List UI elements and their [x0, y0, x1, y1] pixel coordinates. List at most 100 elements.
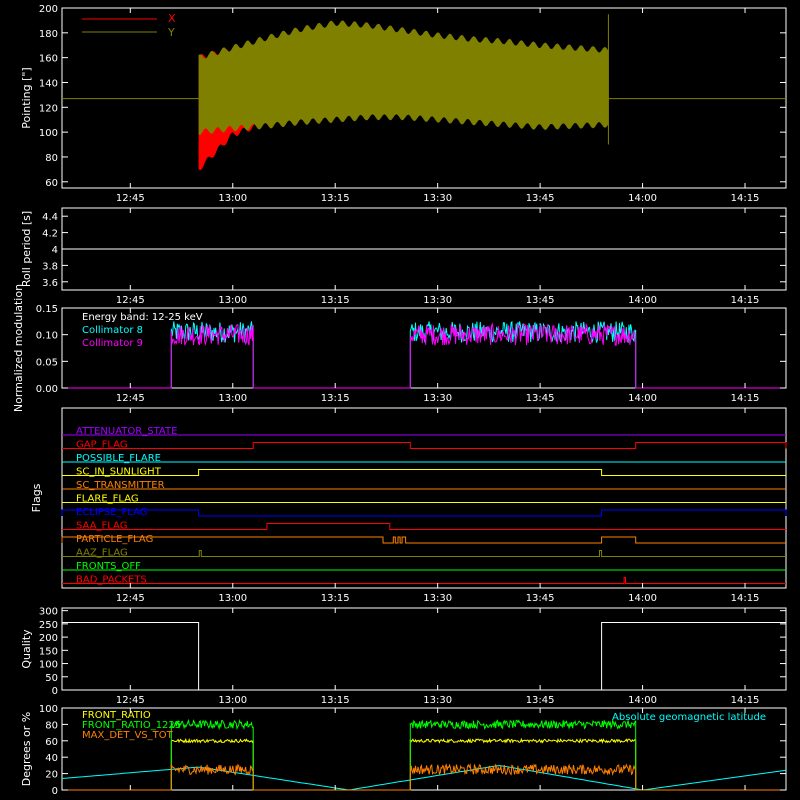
modulation-y-ticks: 0.00 0.05 0.10 0.15 — [36, 304, 786, 395]
y-tick-label: 100 — [39, 660, 58, 671]
x-tick-label: 14:15 — [731, 593, 760, 604]
flag-label-aaz-flag: AAZ_FLAG — [76, 548, 128, 559]
panel-pointing: Pointing ["] 60 80 100 120 140 160 180 200 12:4… — [20, 4, 787, 204]
quality-data-series — [62, 622, 786, 691]
series-front-ratio — [62, 737, 786, 791]
flag-line-particle-flag — [61, 536, 786, 544]
y-tick-label: 80 — [45, 153, 58, 164]
x-tick-label: 12:45 — [116, 193, 145, 204]
panel-quality: Quality 0 50 100 150 200 250 300 12:45 13:00 13:… — [20, 607, 787, 706]
x-tick-label: 13:15 — [321, 193, 350, 204]
geo-ylabel: Degrees or % — [20, 712, 33, 786]
flag-label-possible-flare: POSSIBLE_FLARE — [76, 453, 161, 464]
series-collimator-9 — [62, 322, 786, 389]
y-tick-label: 100 — [39, 704, 58, 715]
x-tick-label: 13:30 — [423, 393, 452, 404]
x-tick-label: 12:45 — [116, 695, 145, 706]
flag-line-aaz-flag — [62, 550, 786, 557]
legend-label-x: X — [168, 12, 176, 25]
quality-x-ticks: 12:45 13:00 13:15 13:30 13:45 14:00 14:15 — [116, 608, 759, 706]
series-envelope-y — [198, 20, 609, 135]
x-tick-label: 14:15 — [731, 193, 760, 204]
flags-x-ticks: 12:45 13:00 13:15 13:30 13:45 14:00 14:15 — [116, 408, 760, 604]
modulation-legend: Energy band: 12-25 keV Collimator 8 Coll… — [82, 312, 203, 349]
y-tick-label: 0.15 — [36, 304, 58, 315]
x-tick-label: 13:00 — [218, 295, 247, 306]
pointing-y-ticks: 60 80 100 120 140 160 180 200 — [39, 4, 786, 189]
legend-label-collimator-9: Collimator 9 — [82, 338, 143, 349]
x-tick-label: 13:00 — [218, 695, 247, 706]
flag-label-attenuator-state: ATTENUATOR_STATE — [76, 426, 177, 437]
x-tick-label: 13:15 — [321, 295, 350, 306]
x-tick-label: 14:00 — [628, 193, 657, 204]
y-tick-label: 250 — [39, 620, 58, 631]
y-tick-label: 4.2 — [42, 229, 58, 240]
quality-line — [62, 622, 786, 691]
x-tick-label: 14:00 — [628, 295, 657, 306]
y-tick-label: 0.00 — [36, 384, 58, 395]
panel-geo: Degrees or % 0 20 40 60 80 100 FRONT_RATIO FR… — [20, 704, 787, 797]
x-tick-label: 13:00 — [218, 593, 247, 604]
flags-data-series: ATTENUATOR_STATE GAP_FLAG POSSIBLE_FLARE SC… — [61, 426, 787, 586]
x-tick-label: 12:45 — [116, 593, 145, 604]
y-tick-label: 4.4 — [42, 212, 58, 223]
pointing-legend: X Y — [82, 12, 176, 39]
x-tick-label: 14:15 — [731, 393, 760, 404]
quality-ylabel: Quality — [20, 629, 33, 669]
modulation-axes-frame — [61, 307, 787, 389]
y-tick-label: 40 — [45, 753, 58, 764]
x-tick-label: 13:30 — [423, 593, 452, 604]
x-tick-label: 12:45 — [116, 393, 145, 404]
flag-label-flare-flag: FLARE_FLAG — [76, 494, 139, 505]
y-tick-label: 0 — [52, 786, 58, 797]
modulation-data-series — [62, 320, 786, 389]
modulation-x-ticks: 12:45 13:00 13:15 13:30 13:45 14:00 14:15 — [116, 308, 760, 404]
panel-flags: Flags ATTENUATOR_STATE GAP_FLAG POSSIBLE_F… — [30, 407, 787, 604]
pointing-x-ticks: 12:45 13:00 13:15 13:30 13:45 14:00 14:15 — [116, 8, 760, 204]
x-tick-label: 13:30 — [423, 695, 452, 706]
roll-x-ticks: 12:45 13:00 13:15 13:30 13:45 14:00 14:15 — [116, 208, 760, 306]
x-tick-label: 13:15 — [321, 695, 350, 706]
flag-label-particle-flag: PARTICLE_FLAG — [76, 534, 153, 545]
y-tick-label: 0.05 — [36, 357, 58, 368]
x-tick-label: 13:45 — [526, 695, 555, 706]
panel-modulation: Normalized modulation 0.00 0.05 0.10 0.15 1… — [12, 284, 787, 412]
pointing-data-series — [62, 14, 786, 171]
y-tick-label: 180 — [39, 29, 58, 40]
x-tick-label: 14:15 — [731, 295, 760, 306]
flag-label-fronts-off: FRONTS_OFF — [76, 561, 141, 572]
x-tick-label: 14:00 — [628, 593, 657, 604]
y-tick-label: 3.6 — [42, 278, 58, 289]
y-tick-label: 160 — [39, 54, 58, 65]
legend-label-max-det-vs-tot: MAX_DET_VS_TOT — [82, 730, 174, 741]
modulation-legend-title: Energy band: 12-25 keV — [82, 312, 203, 323]
y-tick-label: 0.10 — [36, 331, 58, 342]
flag-line-sc-in-sunlight — [62, 469, 786, 476]
legend-label-front-ratio-1225: FRONT_RATIO_1225 — [82, 720, 181, 731]
legend-label-collimator-8: Collimator 8 — [82, 325, 143, 336]
x-tick-label: 13:00 — [218, 193, 247, 204]
y-tick-label: 100 — [39, 128, 58, 139]
x-tick-label: 13:30 — [423, 295, 452, 306]
x-tick-label: 13:15 — [321, 593, 350, 604]
x-tick-label: 13:45 — [526, 593, 555, 604]
series-geomagnetic-latitude — [61, 765, 787, 791]
y-tick-label: 300 — [39, 607, 58, 618]
flag-label-saa-flag: SAA_FLAG — [76, 521, 127, 532]
geo-data-series — [61, 718, 787, 791]
flag-label-sc-in-sunlight: SC_IN_SUNLIGHT — [76, 467, 162, 478]
quality-y-ticks: 0 50 100 150 200 250 300 — [39, 607, 786, 697]
roll-ylabel: Roll period [s] — [20, 211, 33, 287]
geo-legend: FRONT_RATIO FRONT_RATIO_1225 MAX_DET_VS_… — [82, 710, 766, 741]
y-tick-label: 150 — [39, 646, 58, 657]
modulation-ylabel-text: Normalized modulation — [12, 284, 25, 412]
y-tick-label: 200 — [39, 4, 58, 15]
geo-y-ticks: 0 20 40 60 80 100 — [39, 704, 786, 797]
y-tick-label: 200 — [39, 633, 58, 644]
x-tick-label: 13:00 — [218, 393, 247, 404]
y-tick-label: 60 — [45, 178, 58, 189]
flags-axes-frame — [61, 407, 787, 589]
legend-label-geomag-latitude: Absolute geomagnetic latitude — [612, 712, 766, 723]
x-tick-label: 13:15 — [321, 393, 350, 404]
y-tick-label: 4 — [52, 245, 58, 256]
